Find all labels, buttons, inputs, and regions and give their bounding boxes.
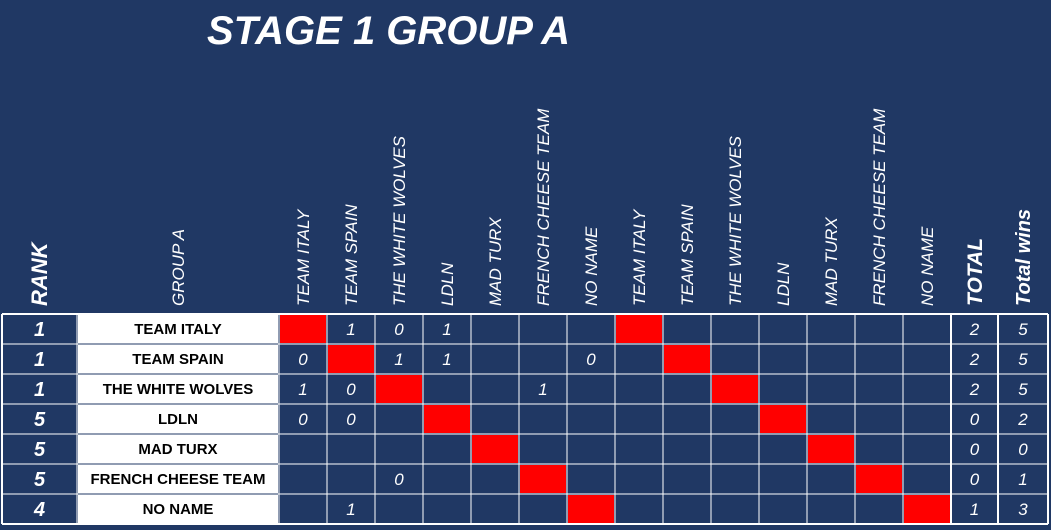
total: 0: [970, 470, 980, 489]
team-name: NO NAME: [143, 501, 214, 518]
team-header: NO NAME: [582, 226, 601, 306]
result: 0: [298, 410, 308, 429]
team-cell: [78, 315, 278, 343]
total: 0: [970, 410, 980, 429]
team-cell: [78, 495, 278, 523]
rank: 5: [34, 409, 46, 431]
team-header: TEAM ITALY: [630, 208, 649, 306]
wins: 1: [1018, 470, 1027, 489]
group-header: GROUP A: [169, 229, 188, 306]
result: 1: [538, 380, 547, 399]
total-header: TOTAL: [964, 238, 987, 306]
self-match-cell: [520, 465, 566, 493]
result: 0: [394, 470, 404, 489]
team-header: LDLN: [774, 262, 793, 306]
wins: 5: [1018, 380, 1028, 399]
total: 2: [969, 320, 980, 339]
rank: 4: [33, 499, 45, 521]
title: STAGE 1 GROUP A: [207, 9, 570, 53]
total: 0: [970, 440, 980, 459]
self-match-cell: [856, 465, 902, 493]
team-name: TEAM ITALY: [134, 321, 222, 338]
rank: 5: [34, 439, 46, 461]
wins: 5: [1018, 320, 1028, 339]
team-cell: [78, 375, 278, 403]
team-header: TEAM ITALY: [294, 208, 313, 306]
result: 1: [298, 380, 307, 399]
self-match-cell: [616, 315, 662, 343]
self-match-cell: [376, 375, 422, 403]
rank: 1: [34, 349, 45, 371]
rank: 1: [34, 319, 45, 341]
team-header: FRENCH CHEESE TEAM: [870, 108, 889, 306]
self-match-cell: [568, 495, 614, 523]
team-name: MAD TURX: [138, 441, 217, 458]
result: 1: [346, 320, 355, 339]
result: 0: [394, 320, 404, 339]
wins: 0: [1018, 440, 1028, 459]
rank-header: RANK: [27, 240, 52, 306]
result: 0: [346, 410, 356, 429]
self-match-cell: [760, 405, 806, 433]
team-header: THE WHITE WOLVES: [726, 135, 745, 306]
result: 1: [442, 320, 451, 339]
wins-header: Total wins: [1013, 209, 1035, 306]
team-name: FRENCH CHEESE TEAM: [90, 471, 265, 488]
rank: 5: [34, 469, 46, 491]
team-name: THE WHITE WOLVES: [103, 381, 254, 398]
total: 2: [969, 350, 980, 369]
self-match-cell: [472, 435, 518, 463]
team-header: TEAM SPAIN: [342, 204, 361, 306]
result: 0: [346, 380, 356, 399]
self-match-cell: [904, 495, 950, 523]
team-cell: [78, 465, 278, 493]
result: 1: [394, 350, 403, 369]
self-match-cell: [664, 345, 710, 373]
team-cell: [78, 345, 278, 373]
team-header: NO NAME: [918, 226, 937, 306]
result: 0: [586, 350, 596, 369]
self-match-cell: [328, 345, 374, 373]
team-header: LDLN: [438, 262, 457, 306]
result: 1: [346, 500, 355, 519]
result: 0: [298, 350, 308, 369]
team-header: MAD TURX: [486, 217, 505, 306]
rank: 1: [34, 379, 45, 401]
wins: 2: [1017, 410, 1028, 429]
team-cell: [78, 405, 278, 433]
team-header: FRENCH CHEESE TEAM: [534, 108, 553, 306]
self-match-cell: [808, 435, 854, 463]
team-name: TEAM SPAIN: [132, 351, 223, 368]
team-header: THE WHITE WOLVES: [390, 135, 409, 306]
team-cell: [78, 435, 278, 463]
wins: 3: [1018, 500, 1028, 519]
self-match-cell: [280, 315, 326, 343]
total: 2: [969, 380, 980, 399]
team-name: LDLN: [158, 411, 198, 428]
self-match-cell: [424, 405, 470, 433]
team-header: TEAM SPAIN: [678, 204, 697, 306]
total: 1: [970, 500, 979, 519]
self-match-cell: [712, 375, 758, 403]
result: 1: [442, 350, 451, 369]
team-header: MAD TURX: [822, 217, 841, 306]
wins: 5: [1018, 350, 1028, 369]
